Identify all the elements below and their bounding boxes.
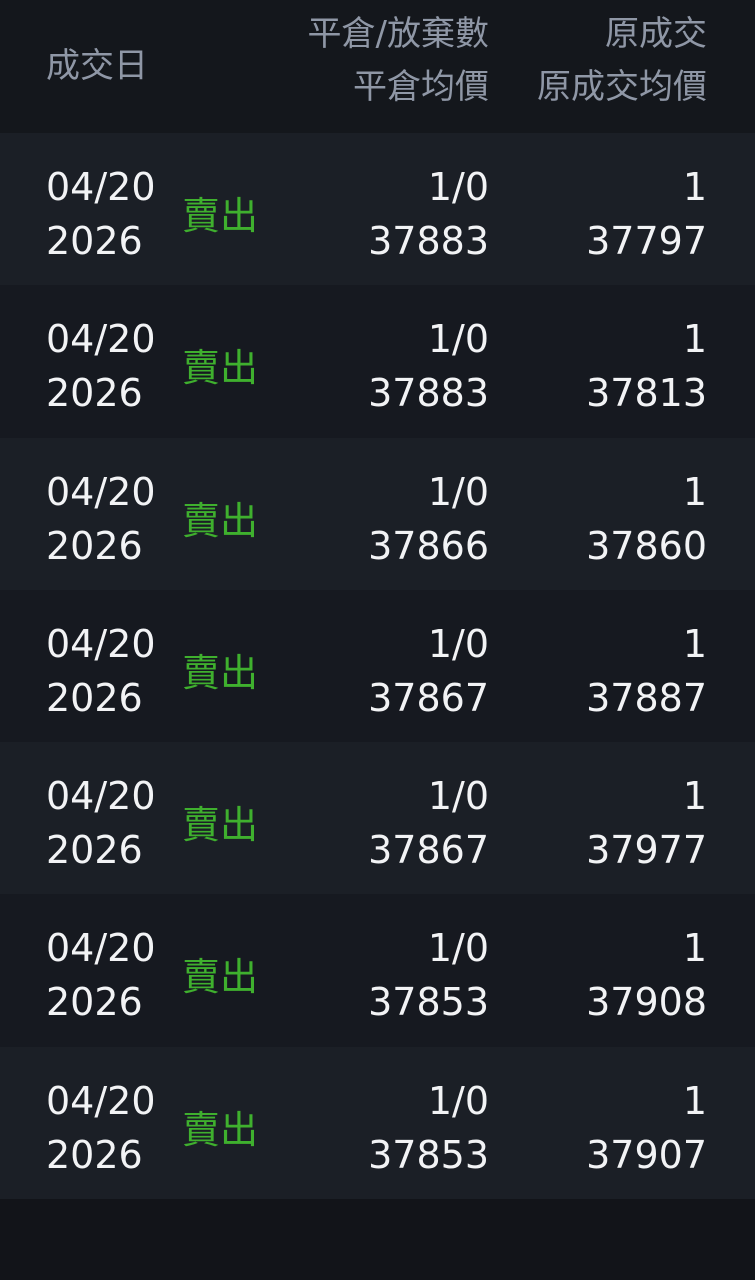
trade-date-day: 04/20: [46, 926, 156, 971]
orig-values: 1 37797: [586, 160, 707, 268]
table-row[interactable]: 04/20 2026 賣出 1/0 37853 1 37907: [0, 1046, 755, 1200]
table-row[interactable]: 04/20 2026 賣出 1/0 37883 1 37797: [0, 133, 755, 286]
header-orig-column: 原成交 原成交均價: [537, 8, 707, 114]
close-qty: 1/0: [427, 469, 489, 514]
table-header: 成交日 平倉/放棄數 平倉均價 原成交 原成交均價: [0, 0, 755, 133]
close-qty: 1/0: [427, 317, 489, 362]
close-values: 1/0 37867: [368, 769, 489, 877]
orig-avg-price: 37908: [586, 980, 707, 1025]
trade-date-day: 04/20: [46, 774, 156, 819]
trade-date: 04/20 2026: [46, 769, 156, 877]
table-row[interactable]: 04/20 2026 賣出 1/0 37866 1 37860: [0, 437, 755, 590]
close-avg-price: 37867: [368, 675, 489, 720]
orig-avg-price: 37887: [586, 675, 707, 720]
trade-date-year: 2026: [46, 219, 143, 263]
table-row[interactable]: 04/20 2026 賣出 1/0 37867 1 37887: [0, 589, 755, 743]
close-values: 1/0 37866: [368, 465, 489, 573]
orig-values: 1 37908: [586, 921, 707, 1029]
table-row[interactable]: 04/20 2026 賣出 1/0 37853 1 37908: [0, 894, 755, 1047]
orig-qty: 1: [682, 165, 707, 209]
close-avg-price: 37883: [368, 371, 489, 416]
orig-values: 1 37860: [586, 465, 707, 573]
orig-qty: 1: [682, 621, 707, 666]
orig-values: 1 37887: [586, 617, 707, 725]
trade-date-day: 04/20: [46, 165, 156, 209]
close-qty: 1/0: [427, 165, 489, 209]
orig-values: 1 37907: [586, 1074, 707, 1182]
header-orig-qty: 原成交: [605, 14, 707, 54]
close-values: 1/0 37853: [368, 1074, 489, 1182]
close-values: 1/0 37883: [368, 160, 489, 268]
orig-qty: 1: [682, 926, 707, 971]
orig-avg-price: 37797: [586, 219, 707, 263]
trade-list: 04/20 2026 賣出 1/0 37883 1 37797 04/20 20…: [0, 133, 755, 1200]
orig-avg-price: 37860: [586, 523, 707, 568]
trade-date: 04/20 2026: [46, 617, 156, 725]
trade-date-year: 2026: [46, 1132, 143, 1177]
orig-qty: 1: [682, 469, 707, 514]
close-values: 1/0 37883: [368, 312, 489, 420]
table-row[interactable]: 04/20 2026 賣出 1/0 37867 1 37977: [0, 742, 755, 895]
header-close-qty: 平倉/放棄數: [307, 14, 489, 54]
trade-date-year: 2026: [46, 980, 143, 1025]
orig-avg-price: 37977: [586, 828, 707, 873]
trade-date-year: 2026: [46, 523, 143, 568]
trade-date-day: 04/20: [46, 317, 156, 362]
trade-date-year: 2026: [46, 371, 143, 416]
header-trade-date: 成交日: [46, 46, 148, 86]
trade-date-day: 04/20: [46, 621, 156, 666]
close-avg-price: 37853: [368, 980, 489, 1025]
header-close-avg: 平倉均價: [353, 67, 489, 107]
table-row[interactable]: 04/20 2026 賣出 1/0 37883 1 37813: [0, 285, 755, 438]
trade-date-year: 2026: [46, 675, 143, 720]
orig-avg-price: 37907: [586, 1132, 707, 1177]
trade-date: 04/20 2026: [46, 465, 156, 573]
trade-side: 賣出: [182, 955, 259, 1000]
header-orig-avg: 原成交均價: [537, 67, 707, 107]
close-values: 1/0 37853: [368, 921, 489, 1029]
close-qty: 1/0: [427, 774, 489, 819]
orig-qty: 1: [682, 317, 707, 362]
close-qty: 1/0: [427, 1078, 489, 1123]
close-qty: 1/0: [427, 926, 489, 971]
trade-date: 04/20 2026: [46, 921, 156, 1029]
close-values: 1/0 37867: [368, 617, 489, 725]
header-close-column: 平倉/放棄數 平倉均價: [308, 8, 489, 114]
close-qty: 1/0: [427, 621, 489, 666]
trade-date: 04/20 2026: [46, 312, 156, 420]
trade-date-day: 04/20: [46, 469, 156, 514]
trade-side: 賣出: [182, 194, 259, 238]
trade-date-year: 2026: [46, 828, 143, 873]
trade-date: 04/20 2026: [46, 160, 156, 268]
orig-values: 1 37977: [586, 769, 707, 877]
trade-side: 賣出: [182, 803, 259, 848]
close-avg-price: 37883: [368, 219, 489, 263]
close-avg-price: 37867: [368, 828, 489, 873]
close-avg-price: 37866: [368, 523, 489, 568]
trade-date-day: 04/20: [46, 1078, 156, 1123]
trade-side: 賣出: [182, 346, 259, 391]
trade-side: 賣出: [182, 1107, 259, 1152]
orig-qty: 1: [682, 774, 707, 819]
trade-date: 04/20 2026: [46, 1074, 156, 1182]
orig-avg-price: 37813: [586, 371, 707, 416]
close-avg-price: 37853: [368, 1132, 489, 1177]
trade-side: 賣出: [182, 650, 259, 695]
orig-qty: 1: [682, 1078, 707, 1123]
trade-side: 賣出: [182, 498, 259, 543]
orig-values: 1 37813: [586, 312, 707, 420]
